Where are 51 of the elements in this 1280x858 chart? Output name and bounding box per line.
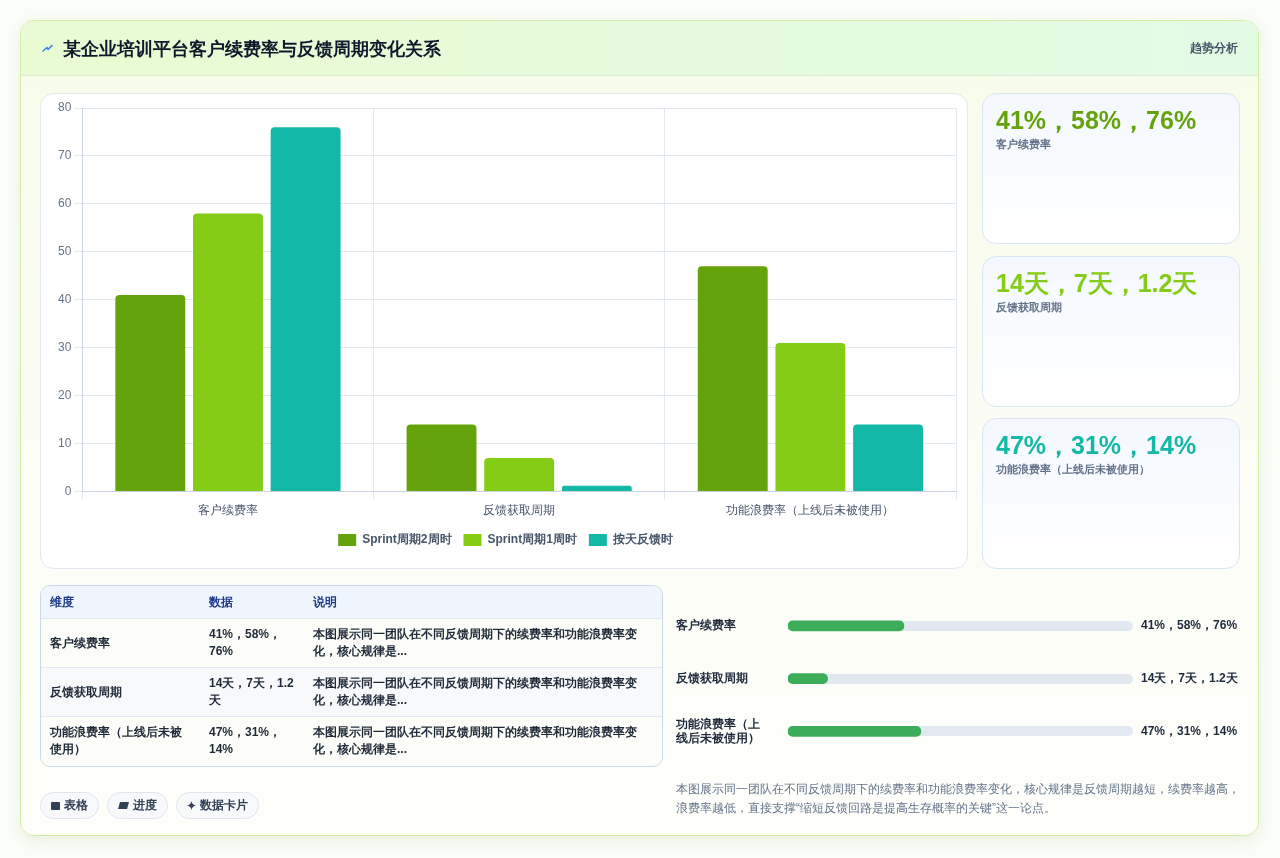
legend-label: Sprint周期2周时	[362, 532, 452, 547]
y-tick-label: 70	[57, 148, 72, 163]
y-tick-label: 10	[57, 435, 72, 450]
y-tick-label: 功能浪费率（上线后未被使用）	[675, 716, 760, 745]
text: 功能浪费率（上线后未被使用）	[996, 462, 1151, 477]
y-tick-label: 60	[57, 196, 72, 211]
x-tick-label: 功能浪费率（上线后未被使用）	[726, 503, 895, 518]
text: 47%，31%，14%	[208, 724, 283, 758]
y-tick-label: 0	[64, 483, 72, 498]
x-tick-label: 客户续费率	[197, 503, 258, 518]
text: 客户续费率	[996, 137, 1052, 152]
chart-title: 某企业培训平台客户续费率与反馈周期变化关系	[63, 38, 441, 61]
y-tick-label: 80	[57, 100, 72, 115]
data-label: 47%，31%，14%	[1141, 723, 1238, 738]
text: 41%，58%，76%	[996, 105, 1198, 136]
bar	[193, 213, 263, 492]
y-tick-label: 50	[57, 244, 72, 259]
data-label: 14天，7天，1.2天	[1141, 670, 1239, 685]
bar	[561, 485, 632, 492]
bar	[115, 295, 186, 492]
text: 本图展示同一团队在不同反馈周期下的续费率和功能浪费率变化，核心规律是...	[312, 626, 638, 660]
legend-label: Sprint周期1周时	[487, 532, 577, 547]
text: 本图展示同一团队在不同反馈周期下的续费率和功能浪费率变化，核心规律是反馈周期越短，续费率越高，浪费率越低，直接支撑“缩短反馈回路是提高生存概率的关键”这一论点。	[676, 781, 1241, 817]
text: 本图展示同一团队在不同反馈周期下的续费率和功能浪费率变化，核心规律是...	[312, 675, 638, 709]
bar	[484, 458, 555, 492]
y-tick-label: 客户续费率	[675, 618, 736, 633]
text: 反馈获取周期	[996, 299, 1063, 315]
legend-label: 按天反馈时	[611, 532, 673, 547]
bar	[697, 266, 768, 492]
bar	[775, 342, 846, 492]
data-label: 41%，58%，76%	[1141, 618, 1238, 633]
text: 趋势分析	[1190, 40, 1238, 56]
x-tick-label: 反馈获取周期	[483, 503, 556, 518]
text: 说明	[312, 593, 338, 611]
y-tick-label: 30	[57, 340, 72, 355]
bar	[270, 127, 341, 492]
text: 41%，58%，76%	[208, 626, 283, 660]
text: 表格	[64, 797, 88, 814]
text: 数据卡片	[200, 797, 248, 814]
text: 进度	[133, 797, 157, 814]
text: 14天，7天，1.2天	[996, 267, 1199, 299]
bar	[853, 424, 923, 492]
text: 维度	[49, 593, 75, 611]
y-tick-label: 反馈获取周期	[675, 670, 748, 685]
text: 14天，7天，1.2天	[208, 675, 295, 709]
text: 数据	[208, 593, 234, 611]
text: 本图展示同一团队在不同反馈周期下的续费率和功能浪费率变化，核心规律是...	[312, 724, 638, 758]
text: 47%，31%，14%	[996, 430, 1198, 461]
bar	[406, 424, 477, 492]
y-tick-label: 20	[57, 388, 72, 403]
y-tick-label: 40	[57, 292, 72, 307]
